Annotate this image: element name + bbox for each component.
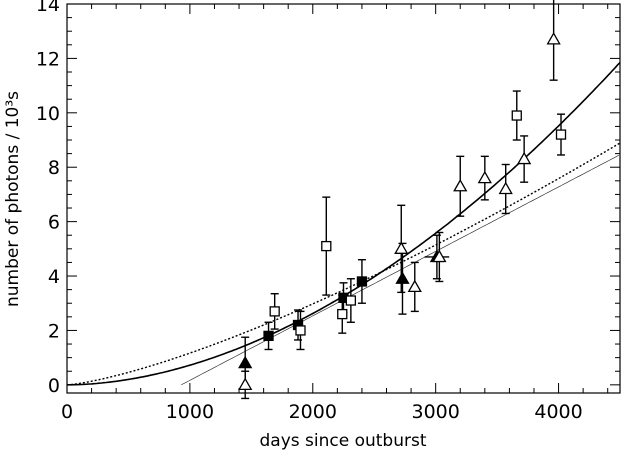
y-tick-label: 10 [36, 103, 60, 125]
square-marker [295, 325, 306, 336]
fit-curve-solid [67, 61, 620, 386]
triangle-marker [407, 279, 422, 293]
fit-curve-thin [181, 154, 619, 386]
y-tick-label: 12 [36, 48, 60, 70]
data-point-open-square [337, 294, 348, 334]
triangle-marker [517, 151, 532, 165]
square-marker [269, 306, 280, 317]
triangle-marker [432, 249, 447, 263]
x-tick-label: 4000 [534, 401, 582, 423]
data-point-open-triangle [453, 155, 468, 217]
data-point-open-triangle [238, 370, 253, 400]
x-tick-label: 0 [61, 401, 73, 423]
triangle-marker [498, 181, 513, 195]
data-point-open-triangle [432, 231, 447, 283]
data-point-open-square [269, 293, 280, 330]
data-point-open-triangle [477, 155, 492, 201]
square-marker [321, 240, 332, 252]
plot-border [66, 3, 621, 394]
data-point-open-square [555, 113, 567, 156]
data-point-open-triangle [517, 135, 532, 183]
tick-labels: 0 1000 2000 3000 4000 0 2 4 6 8 10 12 14 [36, 0, 583, 423]
data-points [238, 0, 567, 400]
data-point-open-square [295, 310, 306, 351]
y-axis-label: number of photons / 10³s [3, 91, 23, 307]
square-marker [263, 330, 274, 342]
square-marker [345, 295, 357, 306]
data-point-open-triangle [407, 261, 422, 313]
data-point-open-square [345, 278, 357, 323]
triangle-marker [453, 178, 468, 192]
data-point-filled-triangle [395, 242, 410, 315]
x-tick-label: 3000 [411, 401, 459, 423]
x-tick-label: 2000 [289, 401, 337, 423]
y-tick-label: 14 [36, 0, 60, 16]
data-point-open-square [511, 90, 522, 141]
y-tick-label: 4 [48, 266, 60, 288]
data-point-open-triangle [546, 0, 561, 81]
tick-marks [66, 3, 620, 393]
square-marker [356, 276, 368, 287]
triangle-marker [395, 271, 410, 284]
square-marker [337, 308, 348, 320]
data-point-filled-square [263, 321, 274, 351]
fit-curves [67, 61, 620, 386]
triangle-marker [238, 355, 253, 369]
y-tick-label: 0 [48, 375, 60, 397]
data-point-open-triangle [498, 163, 513, 215]
triangle-marker [394, 241, 409, 254]
data-point-open-triangle [394, 204, 409, 294]
plot-frame [66, 3, 621, 394]
triangle-marker [477, 170, 492, 184]
y-tick-label: 6 [48, 212, 60, 234]
x-axis-label: days since outburst [259, 431, 426, 451]
y-tick-label: 8 [48, 157, 60, 179]
data-point-filled-square [356, 259, 368, 304]
y-tick-label: 2 [48, 320, 60, 342]
data-point-open-square [321, 196, 332, 296]
triangle-marker [546, 32, 561, 45]
square-marker [511, 110, 522, 121]
fit-curve-dotted [67, 142, 620, 386]
triangle-marker [238, 377, 253, 390]
square-marker [555, 129, 567, 140]
x-tick-label: 1000 [166, 401, 214, 423]
